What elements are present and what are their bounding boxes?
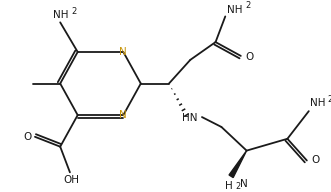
Text: N: N [119, 47, 127, 57]
Text: NH: NH [227, 5, 243, 15]
Text: 2: 2 [327, 95, 331, 104]
Text: NH: NH [53, 10, 69, 21]
Text: N: N [119, 110, 127, 120]
Polygon shape [229, 151, 247, 178]
Text: O: O [23, 132, 31, 142]
Text: NH: NH [310, 98, 325, 108]
Text: 2: 2 [245, 1, 250, 10]
Text: N: N [240, 179, 248, 189]
Text: OH: OH [64, 175, 80, 185]
Text: O: O [311, 156, 320, 166]
Text: HN: HN [182, 113, 197, 123]
Text: 2: 2 [235, 182, 240, 191]
Text: 2: 2 [71, 7, 76, 16]
Text: O: O [245, 52, 254, 62]
Text: H: H [225, 181, 233, 191]
